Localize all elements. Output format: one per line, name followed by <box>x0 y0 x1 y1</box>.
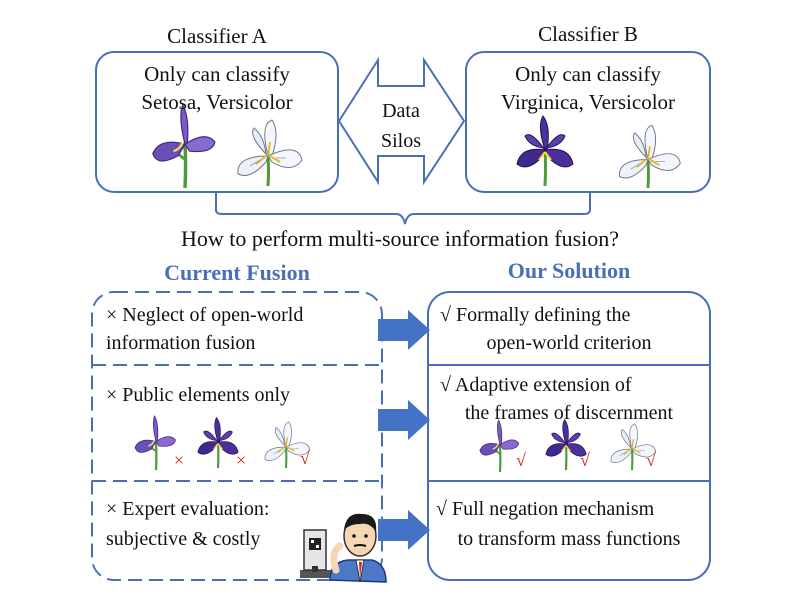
flower-mark-5: √ <box>580 450 590 470</box>
classifier-b-line1: Only can classify <box>515 62 661 86</box>
classifier-a-title: Classifier A <box>167 24 267 48</box>
our-solution-heading: Our Solution <box>507 258 631 283</box>
classifier-b-box <box>465 51 711 193</box>
question-text: How to perform multi-source information … <box>180 226 620 251</box>
iris-purple-icon <box>151 103 217 190</box>
data-silos-arrow <box>337 56 466 186</box>
classifier-a-line2: Setosa, Versicolor <box>141 90 293 114</box>
classifier-b-title: Classifier B <box>538 22 638 46</box>
data-silos-line2: Silos <box>380 130 422 152</box>
merge-brace <box>215 192 591 225</box>
iris-dark-purple-icon <box>515 114 575 188</box>
solution-item-1-line2: open-world criterion <box>486 332 652 354</box>
check-mark: √ <box>440 304 451 326</box>
arrow-right-icon <box>378 310 430 350</box>
solution-item-3: √ Full negation mechanism <box>436 498 654 521</box>
solution-item-3-line1: Full negation mechanism <box>451 498 655 520</box>
current-fusion-heading: Current Fusion <box>164 260 310 285</box>
current-item-1-line1: Neglect of open-world <box>122 304 304 326</box>
iris-white-icon <box>236 118 304 188</box>
data-silos-line1: Data <box>382 100 420 122</box>
iris-purple-icon <box>478 419 520 474</box>
solution-item-2-line2: the frames of discernment <box>464 402 674 424</box>
current-item-1: × Neglect of open-world <box>106 304 303 327</box>
flower-mark-2: × <box>236 450 247 470</box>
iris-dark-purple-icon <box>196 416 240 470</box>
solution-item-1-line1: Formally defining the <box>455 304 631 326</box>
current-fusion-box <box>91 291 383 581</box>
check-mark: √ <box>436 498 447 520</box>
solution-item-3-line2: to transform mass functions <box>457 528 681 550</box>
classifier-b-line2: Virginica, Versicolor <box>500 90 676 114</box>
current-item-3: × Expert evaluation: <box>106 498 269 521</box>
cross-mark: × <box>106 498 118 520</box>
solution-item-2: √ Adaptive extension of <box>440 374 632 397</box>
current-item-2-line1: Public elements only <box>122 384 291 406</box>
solution-item-1: √ Formally defining the <box>440 304 630 327</box>
flower-mark-1: × <box>174 450 185 470</box>
current-item-1-line2: information fusion <box>106 332 256 354</box>
our-solution-box <box>427 291 711 581</box>
current-item-3-line2: subjective & costly <box>106 528 261 550</box>
solution-item-2-line1: Adaptive extension of <box>454 374 632 396</box>
flower-mark-4: √ <box>516 450 526 470</box>
cross-mark: × <box>106 304 118 326</box>
cross-mark: × <box>106 384 118 406</box>
check-mark: √ <box>440 374 451 396</box>
flower-mark-3: √ <box>300 448 310 468</box>
iris-white-icon <box>617 123 682 190</box>
iris-purple-icon <box>133 414 177 472</box>
current-item-3-line1: Expert evaluation: <box>122 498 270 520</box>
current-item-2: × Public elements only <box>106 384 290 407</box>
arrow-right-icon <box>378 400 430 440</box>
classifier-a-line1: Only can classify <box>144 62 290 86</box>
flower-mark-6: √ <box>646 450 656 470</box>
expert-person-icon <box>300 513 387 583</box>
arrow-right-icon <box>378 510 430 550</box>
